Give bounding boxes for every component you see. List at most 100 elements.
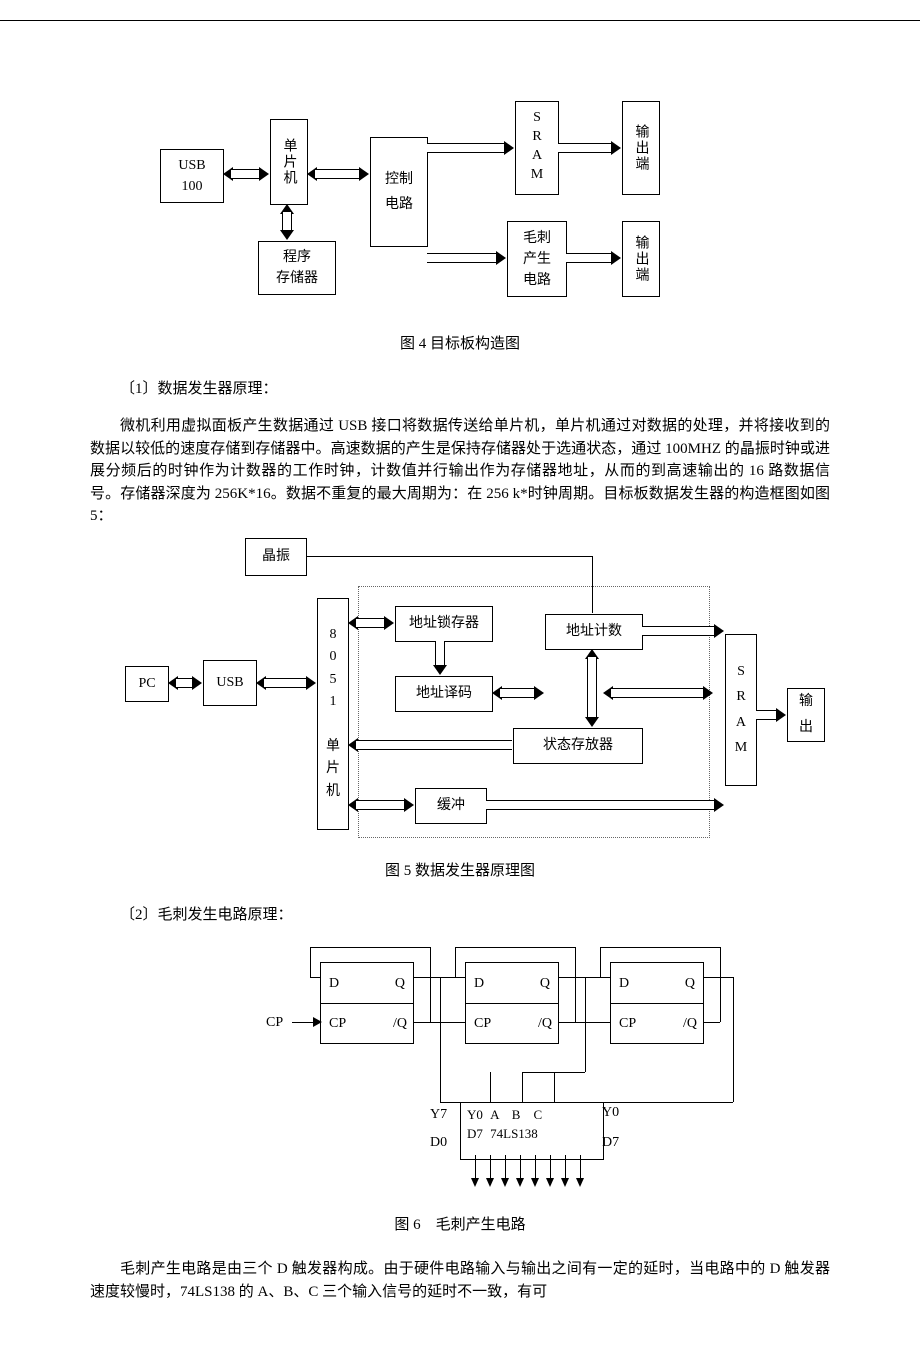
line: [310, 947, 430, 948]
arrow: [576, 1178, 584, 1187]
lbl: PC: [138, 673, 155, 694]
fig4-mcu: 单片机: [270, 119, 308, 205]
arrow: [256, 676, 316, 690]
fig4-out1-label: 输出端: [631, 124, 652, 172]
line: [703, 1022, 720, 1023]
arrow: [280, 204, 294, 240]
lbl: 地址锁存器: [409, 613, 479, 634]
arrow: [516, 1178, 524, 1187]
arrow: [471, 1178, 479, 1187]
arrow: [348, 798, 414, 812]
line: [310, 977, 320, 978]
line: [455, 947, 575, 948]
lbl: 地址计数: [566, 621, 622, 642]
fig5-counter: 地址计数: [545, 614, 643, 650]
lbl: CP: [329, 1013, 346, 1034]
lbl: /Q: [683, 1013, 697, 1034]
lbl: Q: [540, 973, 550, 994]
lbl: CP: [619, 1013, 636, 1034]
arrow: [348, 616, 394, 630]
fig5-state: 状态存放器: [513, 728, 643, 764]
line: [310, 947, 311, 977]
lbl: /Q: [538, 1013, 552, 1034]
arrow: [501, 1178, 509, 1187]
line: [490, 1072, 491, 1102]
line: [413, 1022, 465, 1023]
fig4-out2: 输出端: [622, 221, 660, 297]
fig5-mcu: 8051单片机: [317, 598, 349, 830]
fig5-latch: 地址锁存器: [395, 606, 493, 642]
arrow: [492, 686, 544, 700]
lbl: /Q: [393, 1013, 407, 1034]
arrow: [486, 1178, 494, 1187]
fig4-prog-label: 程序存储器: [276, 247, 318, 289]
fig5-osc: 晶振: [245, 538, 307, 576]
fig5-out: 输出: [787, 688, 825, 742]
lbl: D: [329, 973, 339, 994]
lbl: 缓冲: [437, 795, 465, 816]
fig4-ctrl-label: 控制电路: [385, 167, 413, 217]
fig4-sram: SRAM: [515, 101, 559, 195]
fig5-pc: PC: [125, 666, 169, 702]
arrow: [348, 738, 512, 752]
lbl: USB: [216, 672, 243, 693]
fig6-caption: 图 6 毛刺产生电路: [90, 1214, 830, 1237]
line: [455, 977, 465, 978]
lbl: 状态存放器: [543, 735, 613, 756]
line: [575, 947, 576, 1022]
arrow: [168, 676, 202, 690]
lbl: D: [619, 973, 629, 994]
figure-6-diagram: D Q CP /Q D Q CP /Q D Q CP /Q CP: [270, 942, 770, 1202]
lbl: A B C: [490, 1107, 542, 1122]
arrow: [603, 686, 713, 700]
lbl: D0: [430, 1132, 447, 1153]
arrow: [585, 649, 599, 727]
arrow: [558, 141, 621, 155]
lbl: 74LS138: [490, 1126, 538, 1141]
section2-title: 〔2〕毛刺发生电路原理：: [90, 904, 830, 927]
line: [600, 977, 610, 978]
arrow: [566, 251, 621, 265]
arrow: [486, 798, 724, 812]
fig6-cp-in: CP: [266, 1012, 283, 1033]
fig4-usb-label: USB 100: [178, 155, 205, 197]
arrow: [531, 1178, 539, 1187]
line: [600, 947, 601, 977]
fig4-usb: USB 100: [160, 149, 224, 203]
arrow: [313, 1017, 322, 1027]
line: [440, 977, 441, 1102]
fig6-ff2: D Q CP /Q: [465, 962, 559, 1044]
lbl: Y0: [602, 1102, 619, 1123]
lbl: Q: [685, 973, 695, 994]
line: [720, 947, 721, 1022]
line: [430, 947, 431, 1022]
arrow: [223, 167, 269, 181]
arrow: [546, 1178, 554, 1187]
fig4-caption: 图 4 目标板构造图: [90, 333, 830, 356]
fig4-prog: 程序存储器: [258, 241, 336, 295]
fig4-ctrl: 控制电路: [370, 137, 428, 247]
section1-para: 微机利用虚拟面板产生数据通过 USB 接口将数据传送给单片机，单片机通过对数据的…: [90, 415, 830, 528]
section3-para: 毛刺产生电路是由三个 D 触发器构成。由于硬件电路输入与输出之间有一定的延时，当…: [90, 1258, 830, 1303]
arrow: [427, 141, 514, 155]
fig5-caption: 图 5 数据发生器原理图: [90, 860, 830, 883]
fig6-ff3: D Q CP /Q: [610, 962, 704, 1044]
line: [733, 977, 734, 1102]
lbl: 地址译码: [416, 683, 472, 704]
line: [558, 1022, 610, 1023]
lbl: Y7: [430, 1104, 447, 1125]
line: [592, 556, 593, 613]
line: [585, 977, 586, 1072]
arrow: [427, 251, 506, 265]
fig4-glitch: 毛刺产生电路: [507, 221, 567, 297]
fig5-decode: 地址译码: [395, 676, 493, 712]
fig4-sram-label: SRAM: [527, 110, 548, 186]
line: [554, 1072, 555, 1102]
fig5-buffer: 缓冲: [415, 788, 487, 824]
lbl: D7: [602, 1132, 619, 1153]
fig6-ff1: D Q CP /Q: [320, 962, 414, 1044]
arrow: [561, 1178, 569, 1187]
fig6-74ls138: Y0 A B C D7 74LS138: [460, 1102, 604, 1160]
fig5-usb: USB: [203, 660, 257, 706]
arrow: [433, 641, 447, 675]
